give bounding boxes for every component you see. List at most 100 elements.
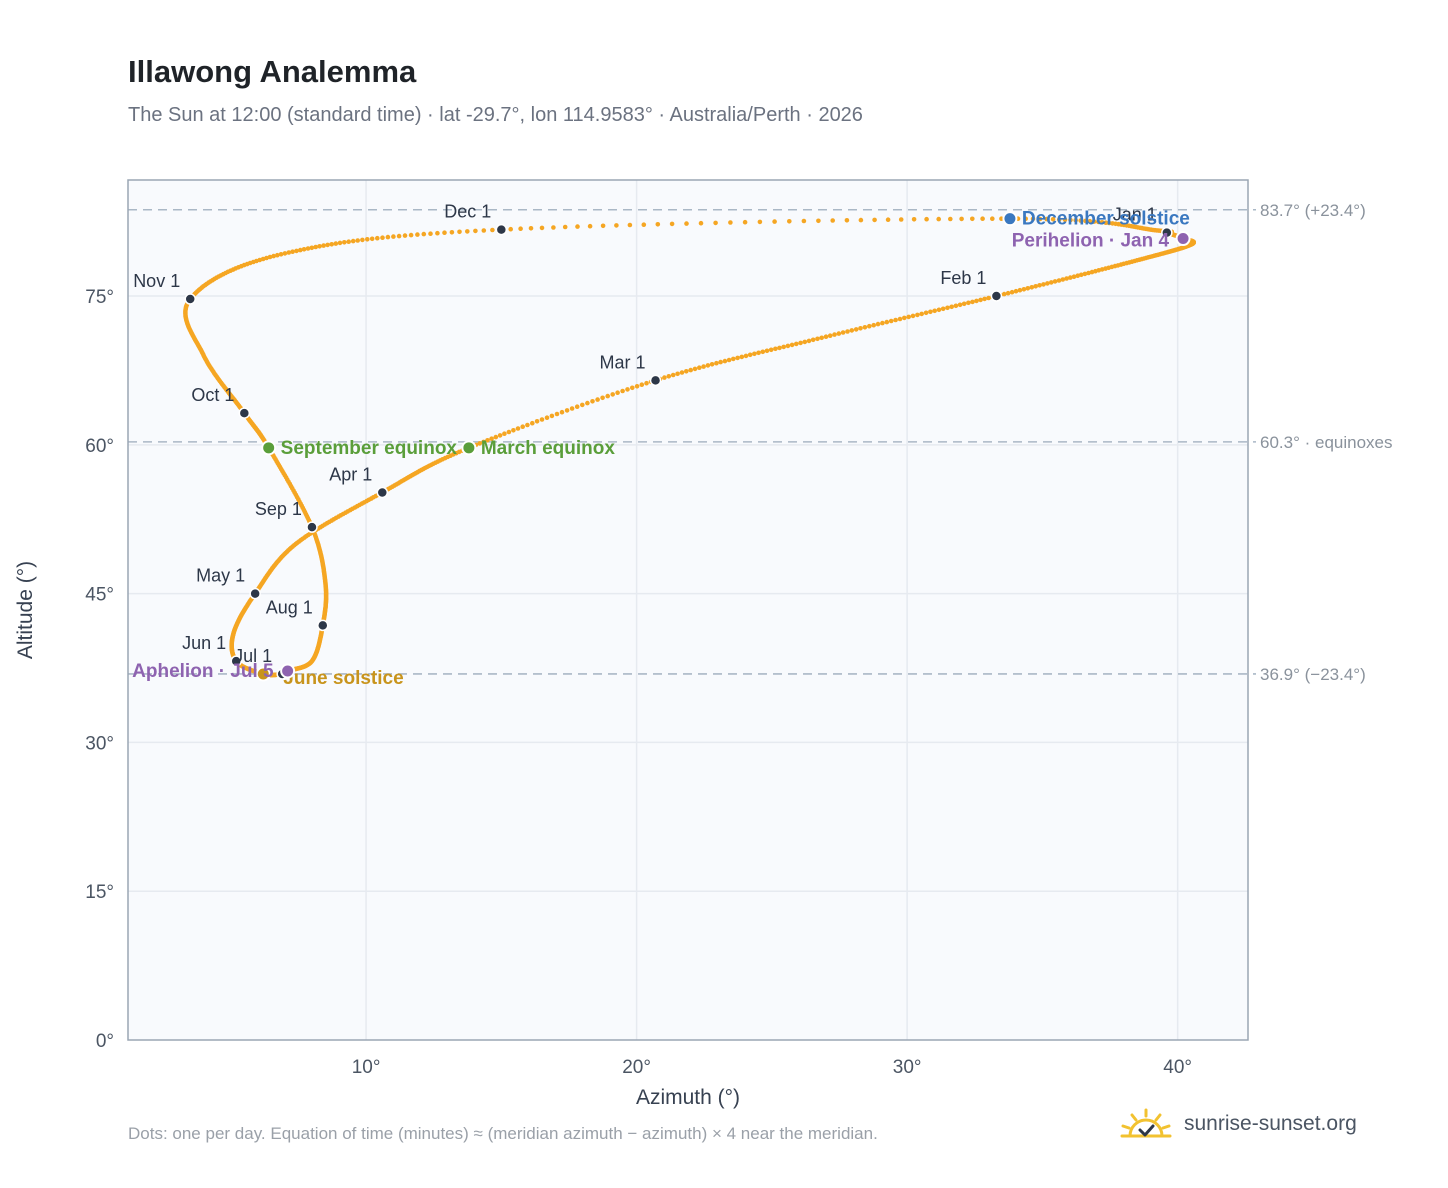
analemma-dot [554, 411, 560, 417]
month-marker [184, 293, 196, 305]
analemma-dot [1049, 280, 1054, 285]
analemma-dot [544, 415, 550, 421]
analemma-dot [346, 239, 352, 244]
month-marker [238, 407, 251, 419]
event-label: June solstice [283, 668, 403, 689]
analemma-dot [298, 247, 303, 253]
analemma-dot [945, 305, 950, 311]
analemma-dot [669, 221, 675, 227]
analemma-dot [722, 358, 728, 364]
analemma-dot [692, 366, 698, 372]
event-marker [1002, 211, 1018, 227]
analemma-dot [313, 244, 319, 250]
analemma-dot [787, 219, 792, 224]
chart-subtitle: The Sun at 12:00 (standard time) · lat -… [128, 104, 863, 126]
month-label: Aug 1 [266, 597, 313, 617]
event-label: December solstice [1022, 209, 1190, 230]
analemma-dot [539, 417, 545, 422]
analemma-dot [508, 226, 513, 232]
analemma-dot [902, 315, 907, 321]
analemma-dot [923, 310, 929, 316]
analemma-dot [1083, 218, 1088, 224]
analemma-dot [773, 346, 778, 352]
x-axis-label: Azimuth (°) [636, 1086, 740, 1109]
y-tick-label: 15° [85, 882, 114, 903]
analemma-dot [305, 246, 311, 251]
analemma-dot [990, 216, 995, 221]
analemma-dot [1062, 217, 1068, 223]
analemma-dot [845, 329, 850, 334]
analemma-dot [679, 370, 685, 375]
x-tick-label: 10° [352, 1057, 381, 1078]
month-marker [249, 587, 261, 600]
month-markers: Jan 1 Feb 1 Mar 1 Apr 1 May 1 Jun 1 Jul 1 Aug 1… [133, 202, 1173, 680]
analemma-dot [562, 224, 568, 230]
analemma-dot [473, 228, 478, 234]
analemma-dot [369, 236, 375, 242]
analemma-dot [1044, 216, 1049, 222]
analemma-dot [435, 230, 440, 236]
analemma-dot [777, 345, 782, 351]
analemma-dot [1023, 216, 1028, 222]
analemma-dot [885, 217, 891, 222]
analemma-dot [726, 357, 732, 363]
analemma-dot [350, 238, 356, 244]
analemma-dot [1086, 270, 1091, 276]
analemma-dot [970, 216, 975, 222]
analemma-dot [1033, 284, 1038, 289]
analemma-dot [836, 331, 842, 336]
analemma-dot [271, 253, 276, 259]
analemma-dot [569, 406, 575, 411]
y-tick-label: 75° [85, 287, 114, 308]
brand[interactable]: sunrise-sunset.org [1120, 1102, 1357, 1146]
analemma-dot [794, 341, 799, 347]
analemma-dot [365, 237, 370, 242]
analemma-dot [639, 382, 645, 388]
chart-title: Illawong Analemma [128, 54, 417, 89]
analemma-dot [337, 240, 343, 246]
event-marker [255, 666, 271, 682]
analemma-dot [840, 330, 846, 335]
analemma-dot [739, 354, 745, 360]
analemma-dot [333, 241, 339, 246]
analemma-dot [1029, 285, 1035, 290]
analemma-dot [819, 335, 824, 341]
analemma-dot [858, 326, 863, 331]
analemma-dot [785, 343, 791, 349]
month-marker [495, 223, 508, 236]
analemma-dot [735, 355, 740, 361]
analemma-dot [957, 302, 963, 308]
month-label: Nov 1 [133, 271, 180, 291]
analemma-dot [294, 248, 299, 254]
analemma-dot [760, 349, 766, 355]
analemma-curve [183, 216, 1196, 678]
analemma-dot [731, 356, 736, 362]
event-label: Aphelion · Jul 5 [132, 661, 274, 682]
analemma-dot [502, 431, 507, 437]
analemma-dot [709, 362, 715, 367]
analemma-dot [888, 318, 894, 324]
month-label: Jul 1 [234, 646, 272, 666]
analemma-dot [816, 218, 821, 224]
analemma-dot [528, 226, 534, 231]
reference-line-label: 36.9° (−23.4°) [1260, 665, 1366, 684]
analemma-dot [980, 216, 985, 221]
analemma-dot [1082, 271, 1088, 277]
analemma-dot [575, 224, 580, 229]
month-marker [317, 619, 329, 632]
analemma-dot [564, 408, 570, 413]
analemma-dot [634, 384, 640, 389]
analemma-dot [853, 327, 859, 332]
month-label: Feb 1 [940, 268, 986, 288]
analemma-dot [858, 217, 864, 223]
analemma-dot [574, 404, 580, 410]
analemma-dot [806, 338, 812, 344]
analemma-dot [278, 252, 284, 257]
analemma-dot [580, 402, 585, 408]
analemma-dot [1060, 277, 1066, 282]
month-marker [376, 486, 389, 499]
analemma-dot [641, 222, 647, 227]
analemma-dot [325, 242, 330, 248]
analemma-dot [801, 218, 807, 224]
analemma-dot [585, 400, 590, 406]
